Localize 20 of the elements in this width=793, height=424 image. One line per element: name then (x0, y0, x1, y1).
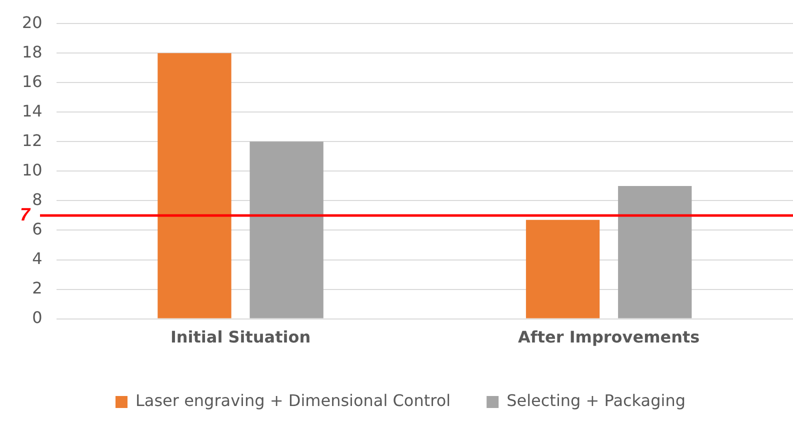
y-tick-label: 14 (22, 101, 42, 120)
bar (250, 142, 324, 318)
y-tick-label: 2 (32, 278, 42, 298)
y-tick-label: 10 (22, 160, 42, 180)
bar (526, 220, 600, 318)
bar (158, 53, 232, 318)
x-tick-label: After Improvements (518, 328, 700, 347)
y-tick-label: 8 (32, 190, 42, 209)
y-tick-label: 12 (22, 130, 42, 150)
legend-label: Selecting + Packaging (506, 391, 686, 410)
x-tick-label: Initial Situation (170, 328, 311, 347)
ref-line-label: 7 (20, 204, 31, 224)
y-tick-label: 0 (32, 308, 42, 327)
y-tick-label: 16 (22, 72, 42, 91)
y-tick-label: 18 (22, 42, 42, 62)
y-tick-label: 4 (32, 248, 42, 268)
bar (618, 186, 692, 318)
y-tick-label: 20 (22, 12, 42, 32)
legend-label: Laser engraving + Dimensional Control (136, 391, 451, 410)
y-tick-label: 6 (32, 219, 42, 238)
